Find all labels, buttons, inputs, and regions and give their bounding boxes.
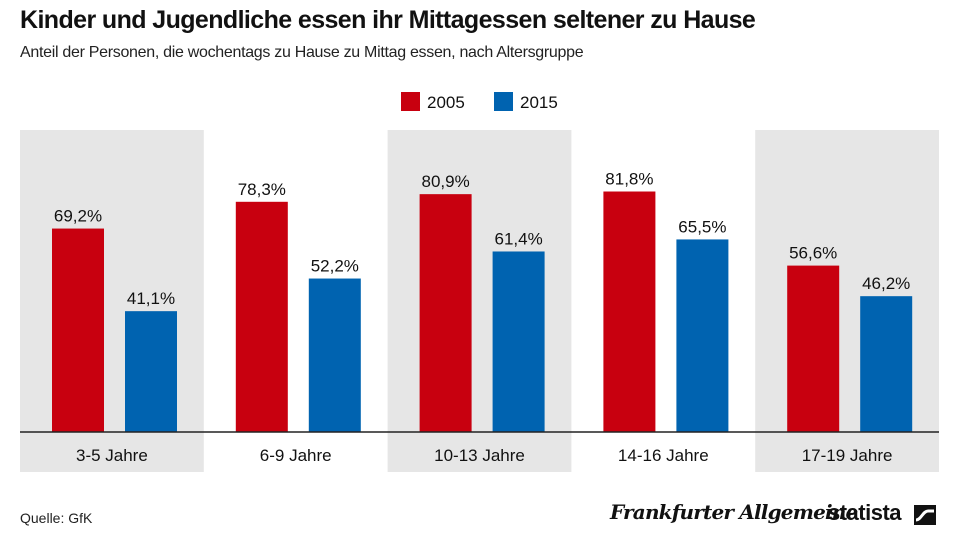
chart-title: Kinder und Jugendliche essen ihr Mittage… (20, 6, 756, 34)
bar-2015-4 (676, 239, 729, 432)
data-label-2015-5: 46,2% (862, 274, 910, 293)
category-label-5: 17-19 Jahre (802, 446, 893, 465)
source-note: Quelle: GfK (20, 510, 93, 526)
bar-2015-5 (860, 296, 913, 432)
bar-2005-1 (52, 228, 104, 432)
faz-logo: Frankfurter Allgemeine (610, 500, 858, 524)
statista-wave-icon (914, 505, 936, 525)
category-label-3: 10-13 Jahre (434, 446, 525, 465)
data-label-2015-3: 61,4% (494, 229, 542, 248)
legend-swatch-2005 (401, 92, 420, 111)
legend-swatch-2015 (494, 92, 513, 111)
category-label-2: 6-9 Jahre (260, 446, 332, 465)
chart-subtitle: Anteil der Personen, die wochentags zu H… (20, 44, 584, 61)
category-label-4: 14-16 Jahre (618, 446, 709, 465)
legend-label-2015: 2015 (520, 93, 558, 112)
data-label-2005-2: 78,3% (238, 180, 286, 199)
bar-2015-2 (308, 278, 361, 432)
data-label-2015-4: 65,5% (678, 217, 726, 236)
legend-label-2005: 2005 (427, 93, 465, 112)
data-label-2005-5: 56,6% (789, 244, 837, 263)
statista-logo: statista (828, 500, 902, 525)
bar-2015-1 (125, 311, 177, 432)
data-label-2015-1: 41,1% (127, 289, 175, 308)
bar-2005-3 (419, 194, 472, 432)
data-label-2005-1: 69,2% (54, 207, 102, 226)
bar-2005-5 (787, 265, 840, 432)
category-label-1: 3-5 Jahre (76, 446, 148, 465)
data-label-2005-3: 80,9% (421, 172, 469, 191)
data-label-2005-4: 81,8% (605, 170, 653, 189)
bar-2005-4 (603, 191, 656, 432)
bar-2005-2 (235, 201, 288, 432)
bar-2015-3 (492, 251, 545, 432)
data-label-2015-2: 52,2% (311, 257, 359, 276)
